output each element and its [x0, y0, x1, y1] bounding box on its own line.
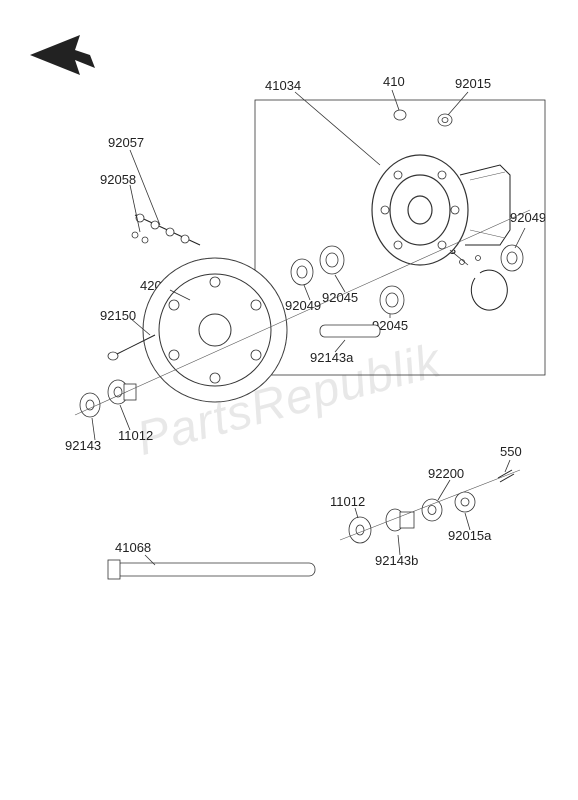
seal-92049: [291, 259, 313, 285]
pin-550: [498, 470, 514, 482]
collar-11012b: [349, 517, 371, 543]
collar-92143a: [320, 325, 380, 337]
nut-92015a: [455, 492, 475, 512]
collar-11012: [108, 380, 136, 404]
exploded-diagram: [0, 0, 578, 800]
chain: [132, 214, 200, 245]
seal-92049r: [501, 245, 523, 271]
nut-92015: [438, 114, 452, 126]
nut-410: [394, 110, 406, 120]
axle: [108, 560, 315, 579]
arrow-icon: [30, 35, 95, 75]
bearing-92045b: [380, 286, 404, 314]
collar-92143b: [386, 509, 414, 531]
hub: [372, 155, 510, 265]
washer-92200: [422, 499, 442, 521]
bearing-92045: [320, 246, 344, 274]
sprocket: [143, 258, 287, 402]
